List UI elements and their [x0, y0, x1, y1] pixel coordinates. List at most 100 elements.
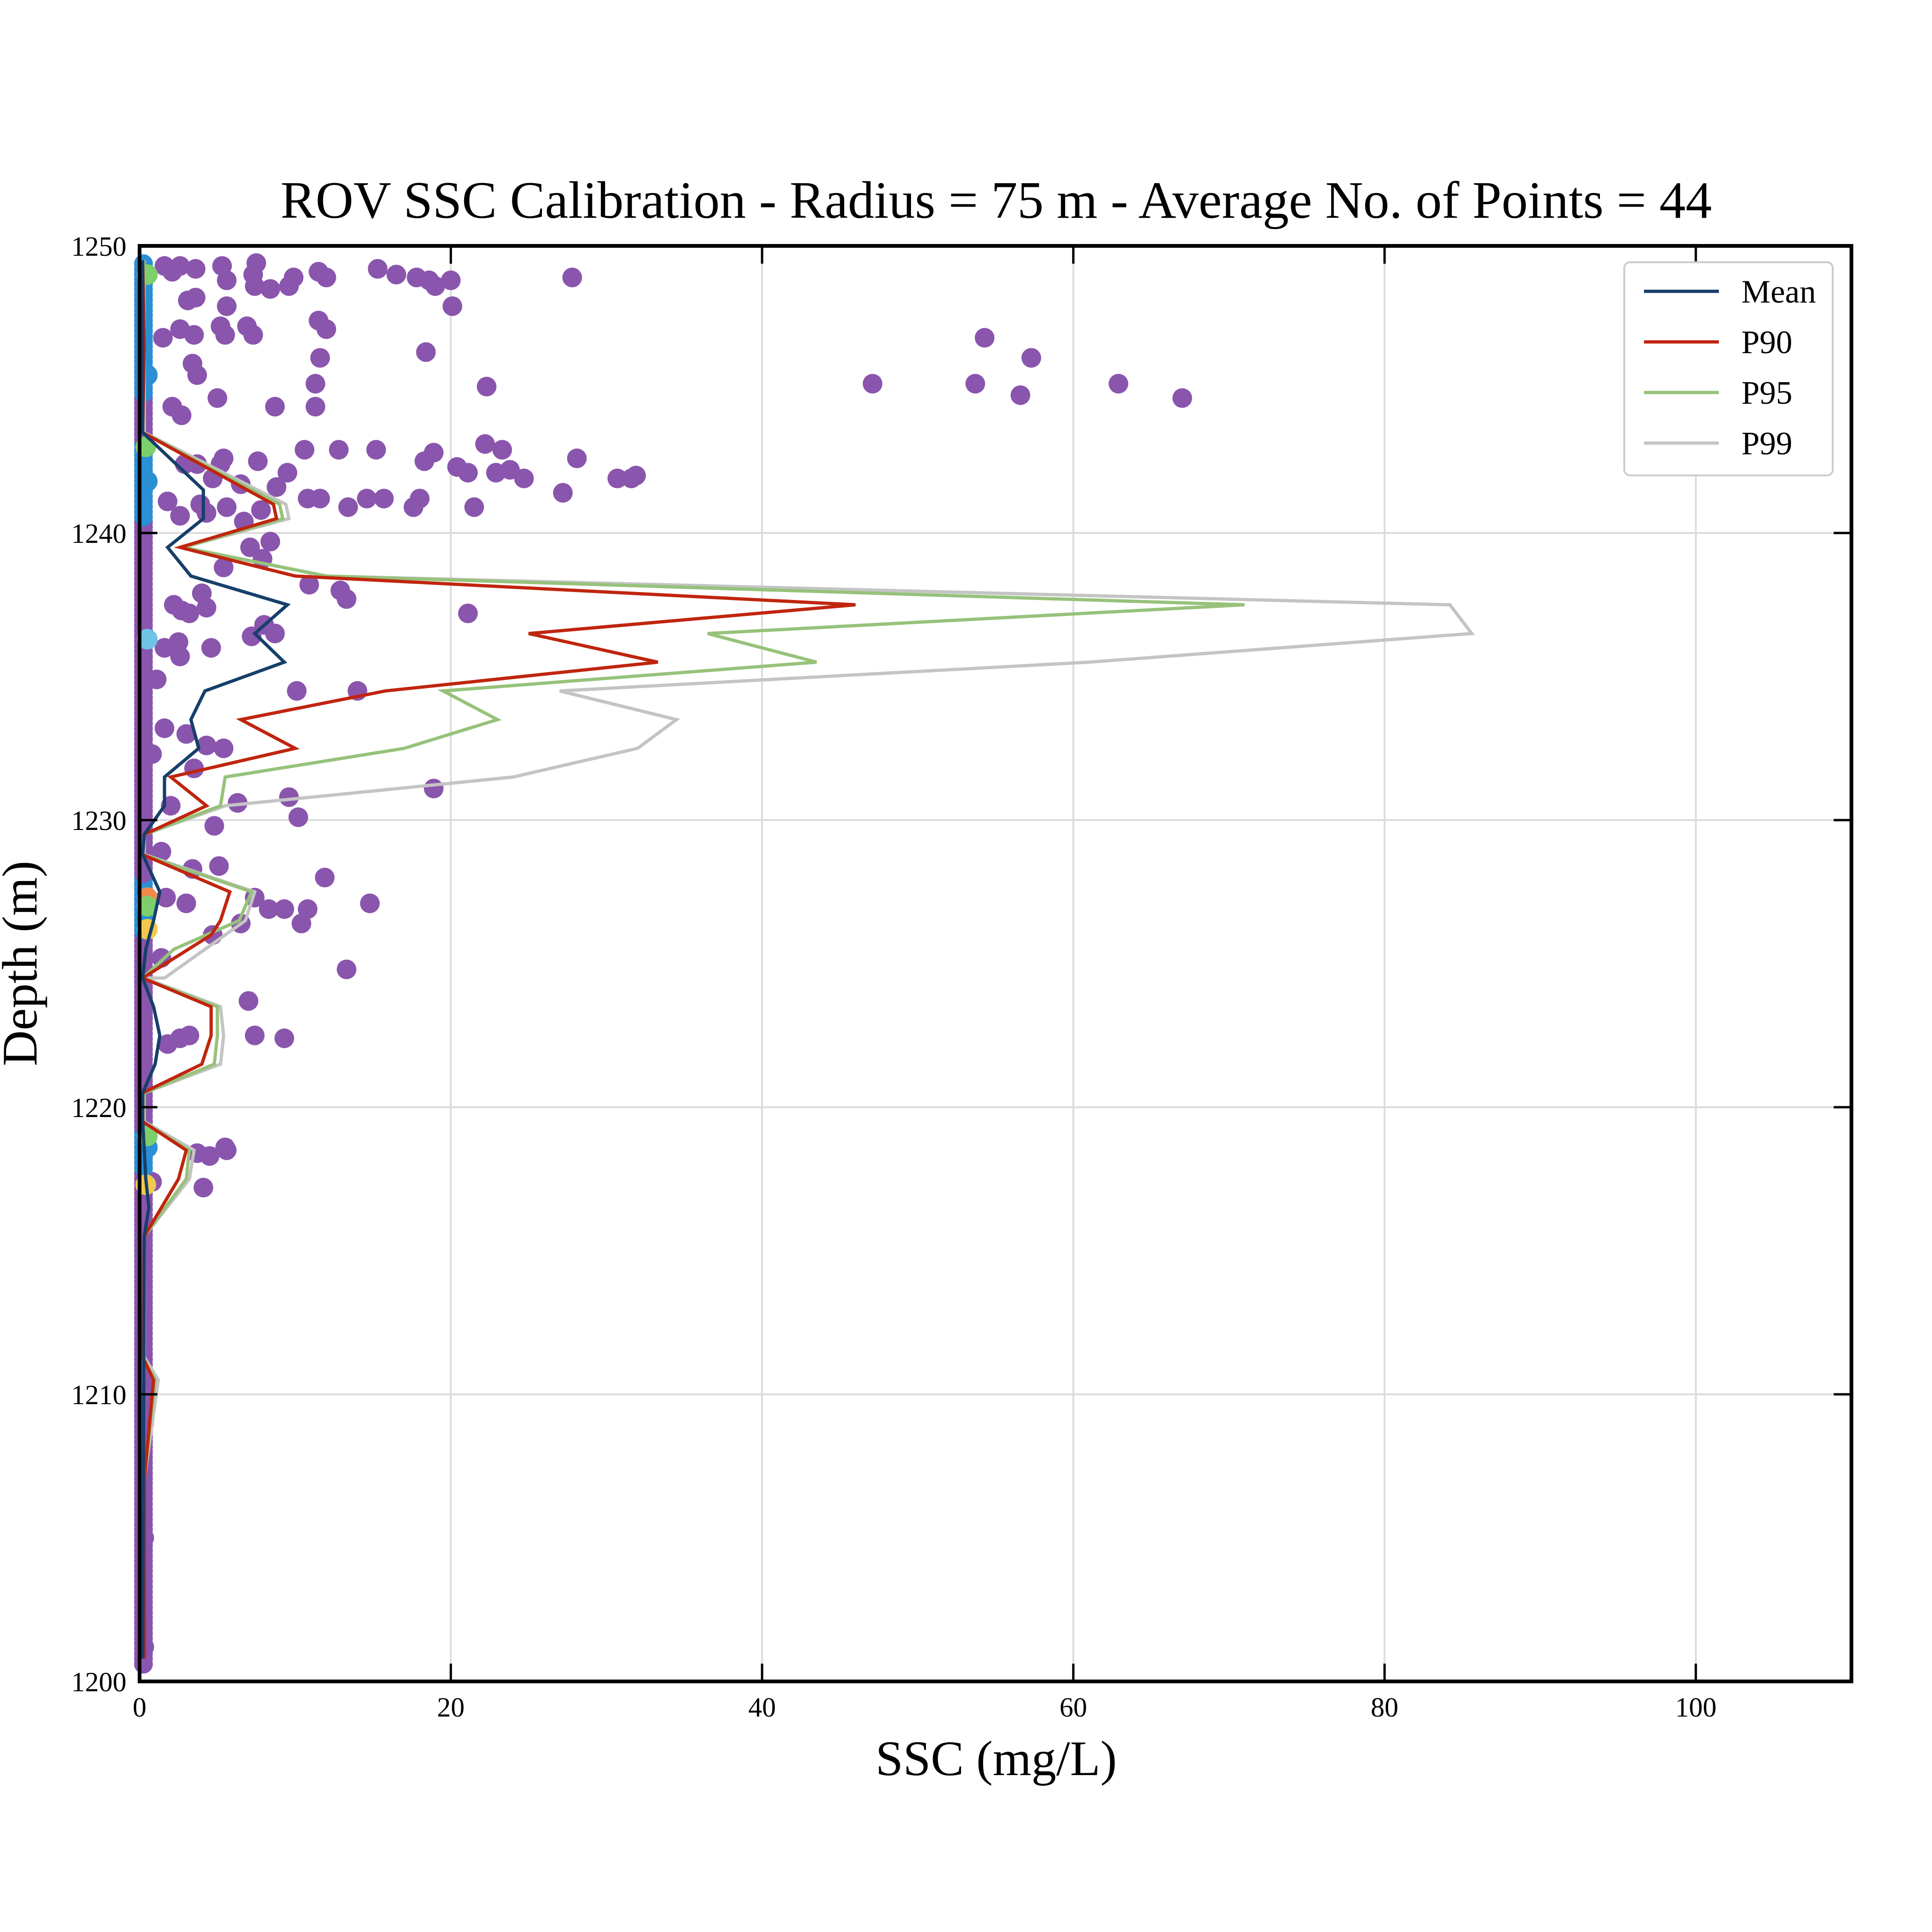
- scatter-point: [251, 500, 271, 520]
- y-tick-label: 1200: [71, 1666, 126, 1697]
- scatter-point: [386, 265, 407, 285]
- dense-scatter-point: [137, 896, 158, 917]
- scatter-point: [244, 276, 265, 296]
- scatter-point: [975, 328, 995, 348]
- scatter-point: [248, 451, 268, 471]
- scatter-point: [260, 279, 281, 299]
- scatter-point: [201, 638, 221, 658]
- scatter-point: [316, 319, 336, 339]
- scatter-point: [217, 1140, 237, 1160]
- scatter-point: [170, 256, 190, 276]
- scatter-point: [217, 296, 237, 316]
- scatter-point: [176, 893, 196, 913]
- scatter-point: [458, 463, 478, 483]
- scatter-point: [200, 1146, 220, 1166]
- grid-lines: [139, 245, 1851, 1682]
- scatter-point: [567, 448, 587, 468]
- series-lines: [139, 260, 1475, 1659]
- y-tick-label: 1230: [71, 805, 126, 836]
- legend-label: P90: [1741, 325, 1792, 361]
- scatter-point: [1172, 388, 1192, 408]
- x-tick-label: 0: [133, 1692, 147, 1723]
- scatter-point: [193, 1177, 214, 1198]
- scatter-point: [217, 497, 237, 517]
- y-tick-label: 1250: [71, 231, 126, 262]
- scatter-point: [476, 377, 496, 397]
- scatter-point: [187, 365, 207, 385]
- scatter-point: [171, 405, 192, 425]
- scatter-point: [176, 724, 196, 744]
- scatter-point: [265, 397, 285, 417]
- scatter-point: [338, 497, 358, 517]
- series-line-p99: [142, 260, 1475, 1658]
- legend-label: Mean: [1741, 274, 1816, 310]
- scatter-point: [214, 738, 234, 758]
- scatter-point: [243, 325, 263, 345]
- scatter-point: [209, 856, 229, 876]
- scatter-point: [228, 793, 248, 813]
- scatter-point: [170, 506, 190, 526]
- scatter-point: [190, 494, 210, 514]
- scatter-point: [299, 575, 319, 595]
- legend-label: P95: [1741, 375, 1792, 411]
- scatter-point: [310, 348, 330, 368]
- scatter-point: [153, 328, 173, 348]
- scatter-point: [151, 842, 171, 862]
- scatter-point: [155, 718, 175, 738]
- scatter-point: [196, 735, 216, 755]
- legend-label: P99: [1741, 426, 1792, 462]
- scatter-point: [215, 325, 235, 345]
- scatter-point: [277, 463, 297, 483]
- legend-box: [1623, 261, 1834, 476]
- plot-frame: [138, 244, 1853, 1683]
- scatter-point: [185, 288, 206, 308]
- scatter-point: [366, 440, 386, 460]
- scatter-point: [288, 807, 308, 827]
- scatter-point: [265, 623, 285, 644]
- scatter-point: [475, 434, 495, 454]
- y-tick-label: 1220: [71, 1092, 126, 1123]
- scatter-point: [442, 296, 462, 316]
- scatter-point: [155, 256, 175, 276]
- scatter-point: [464, 497, 484, 517]
- scatter-point: [425, 276, 445, 296]
- scatter-point: [155, 638, 175, 658]
- scatter-point: [274, 899, 295, 919]
- dense-scatter-point: [137, 629, 158, 650]
- scatter-point: [217, 270, 237, 290]
- x-tick-label: 80: [1371, 1692, 1399, 1723]
- scatter-point: [863, 374, 883, 394]
- scatter-point: [492, 440, 512, 460]
- x-tick-label: 100: [1675, 1692, 1717, 1723]
- x-tick-label: 40: [748, 1692, 776, 1723]
- scatter-point: [244, 1025, 265, 1045]
- scatter-point: [240, 537, 260, 557]
- scatter-point: [196, 598, 216, 618]
- scatter-point: [310, 489, 330, 509]
- x-axis-label: SSC (mg/L): [875, 1731, 1117, 1786]
- scatter-point: [458, 603, 478, 623]
- scatter-point: [171, 600, 192, 621]
- scatter-point: [316, 267, 336, 288]
- scatter-point: [514, 468, 534, 489]
- scatter-point: [274, 1028, 295, 1048]
- scatter-point: [315, 867, 335, 888]
- legend: Mean P90 P95 P99: [1623, 261, 1834, 476]
- scatter-points: [134, 253, 1192, 1674]
- scatter-point: [416, 342, 436, 362]
- scatter-point: [207, 388, 228, 408]
- scatter-point: [291, 913, 311, 933]
- scatter-point: [204, 816, 224, 836]
- scatter-point: [626, 466, 646, 486]
- scatter-point: [266, 477, 287, 497]
- scatter-point: [336, 959, 356, 979]
- axis-ticks: 0 20 40 60 80 100 1200 1210 1220 1230 1240 1250: [71, 231, 1851, 1723]
- scatter-point: [279, 276, 299, 296]
- x-tick-label: 60: [1059, 1692, 1087, 1723]
- y-axis-label: Depth (m): [0, 861, 47, 1066]
- scatter-point: [214, 557, 234, 577]
- scatter-point: [184, 325, 204, 345]
- scatter-point: [305, 397, 326, 417]
- scatter-point: [260, 532, 281, 552]
- scatter-point: [360, 893, 380, 913]
